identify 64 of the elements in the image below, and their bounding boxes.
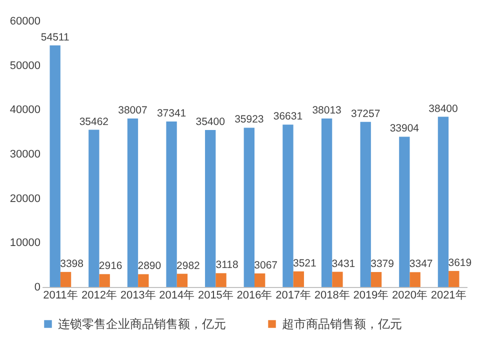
data-label: 3431 bbox=[332, 258, 356, 270]
data-label: 36631 bbox=[273, 110, 303, 123]
bar bbox=[293, 271, 304, 287]
bar bbox=[360, 122, 371, 287]
x-tick-label: 2021年 bbox=[430, 290, 466, 302]
x-tick-label: 2015年 bbox=[198, 290, 234, 302]
bar bbox=[176, 274, 188, 287]
x-tick-label: 2013年 bbox=[120, 290, 156, 302]
data-label: 3619 bbox=[448, 256, 472, 269]
bar bbox=[127, 118, 138, 287]
bar bbox=[448, 270, 460, 287]
bar bbox=[205, 130, 216, 287]
data-label: 38007 bbox=[118, 104, 148, 116]
y-tick-label: 50000 bbox=[10, 60, 40, 72]
y-tick-label: 10000 bbox=[10, 237, 40, 250]
data-label: 2916 bbox=[98, 260, 122, 272]
bar bbox=[88, 130, 100, 287]
bar bbox=[166, 121, 177, 287]
data-label: 3521 bbox=[292, 257, 316, 270]
data-label: 35400 bbox=[196, 116, 226, 128]
data-label: 3379 bbox=[370, 258, 394, 270]
y-tick-label: 30000 bbox=[10, 148, 40, 160]
bar bbox=[399, 136, 410, 287]
data-label: 3118 bbox=[216, 259, 238, 272]
bar bbox=[50, 45, 60, 287]
data-label: 3067 bbox=[254, 259, 278, 272]
data-label: 35462 bbox=[79, 116, 109, 128]
x-tick-label: 2014年 bbox=[159, 290, 195, 302]
bar bbox=[216, 273, 226, 287]
x-tick-label: 2016年 bbox=[236, 290, 272, 302]
bar bbox=[99, 274, 110, 287]
data-label: 38013 bbox=[312, 104, 342, 116]
y-tick-label: 20000 bbox=[10, 192, 40, 205]
bar bbox=[138, 274, 149, 287]
legend-label: 连锁零售企业商品销售额，亿元 bbox=[58, 317, 226, 331]
bar bbox=[282, 124, 294, 287]
x-tick-label: 2019年 bbox=[353, 290, 389, 302]
legend-label: 超市商品销售额，亿元 bbox=[282, 317, 402, 331]
bar bbox=[332, 272, 343, 287]
data-label: 2890 bbox=[138, 260, 162, 272]
bar bbox=[438, 116, 449, 287]
bar bbox=[321, 118, 332, 287]
x-tick-label: 2020年 bbox=[392, 290, 428, 302]
x-tick-label: 2018年 bbox=[314, 290, 350, 302]
bar bbox=[370, 272, 382, 287]
bar bbox=[254, 273, 266, 287]
bar bbox=[410, 272, 420, 287]
data-label: 3347 bbox=[409, 258, 433, 270]
data-label: 38400 bbox=[428, 102, 458, 115]
x-tick-label: 2017年 bbox=[276, 290, 312, 302]
y-tick-label: 0 bbox=[34, 282, 40, 294]
x-tick-label: 2011年 bbox=[43, 290, 78, 302]
y-tick-label: 60000 bbox=[10, 16, 40, 28]
data-label: 33904 bbox=[390, 122, 420, 135]
bar bbox=[60, 272, 72, 287]
data-label: 37341 bbox=[156, 107, 186, 120]
data-label: 2982 bbox=[176, 260, 200, 272]
data-label: 35923 bbox=[234, 114, 264, 126]
y-tick-label: 40000 bbox=[10, 104, 40, 116]
data-label: 3398 bbox=[60, 258, 84, 270]
x-tick-label: 2012年 bbox=[82, 290, 117, 302]
data-label: 54511 bbox=[40, 31, 70, 44]
data-label: 37257 bbox=[351, 108, 380, 120]
bar bbox=[244, 128, 254, 287]
